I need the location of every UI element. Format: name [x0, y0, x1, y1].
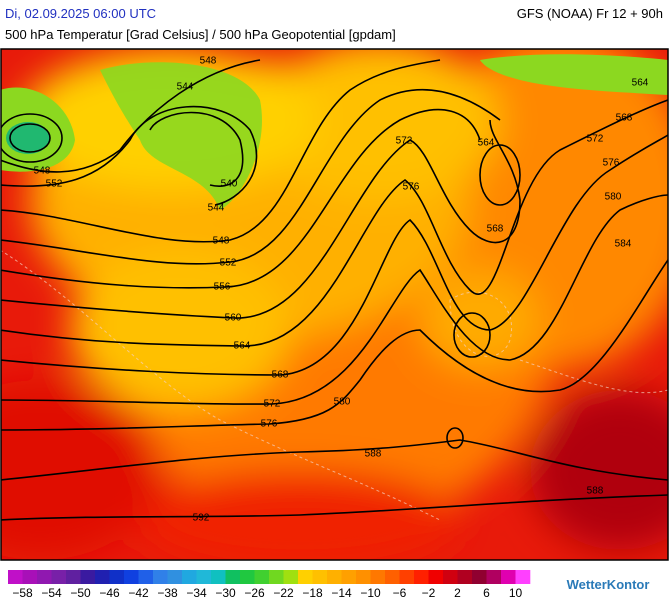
contour-label: 560 [225, 313, 242, 324]
contour-label: 572 [396, 136, 413, 147]
legend-swatch [66, 570, 81, 584]
legend-swatch [51, 570, 67, 584]
map [1, 49, 668, 560]
contour-label: 576 [403, 182, 420, 193]
legend-swatch [22, 570, 38, 584]
contour-label: 580 [605, 192, 622, 203]
color-legend: −58 −54 −50 −46 −42 −38 −34 −30 −26 −22 −18 −14 −10−… [8, 570, 531, 600]
legend-label: −34 [186, 586, 207, 600]
legend-swatch [501, 570, 516, 584]
legend-label: −18 [302, 586, 323, 600]
legend-label: −46 [99, 586, 120, 600]
date: Di, 02.09.2025 06:00 UTC [5, 6, 156, 21]
legend-swatch [385, 570, 400, 584]
legend-swatch [399, 570, 415, 584]
contour-label: 572 [587, 134, 604, 145]
legend-label: −14 [331, 586, 352, 600]
legend-swatch [269, 570, 284, 584]
legend-swatch [95, 570, 110, 584]
legend-label: −50 [70, 586, 91, 600]
legend-swatch [341, 570, 357, 584]
contour-label: 564 [478, 138, 495, 149]
legend-swatch [211, 570, 226, 584]
contour-label: 548 [213, 236, 230, 247]
contour-label: 576 [261, 419, 278, 430]
contour-label: 568 [272, 370, 289, 381]
contour-labels: 548 544 548 552 540 544 548 552 556 560 564 568 572 5… [34, 56, 649, 524]
brand: WetterKontor [567, 577, 650, 592]
legend-swatch [515, 570, 531, 584]
legend-swatch [240, 570, 255, 584]
legend-swatch [443, 570, 458, 584]
contour-label: 564 [234, 341, 251, 352]
contour-label: 568 [616, 113, 633, 124]
legend-label: 6 [483, 586, 490, 600]
legend-swatch [182, 570, 197, 584]
contour-label: 544 [177, 82, 194, 93]
contour-label: 572 [264, 399, 281, 410]
legend-swatch [327, 570, 342, 584]
legend-swatch [457, 570, 473, 584]
legend-swatch [312, 570, 328, 584]
contour-label: 552 [46, 179, 63, 190]
legend-label: −6 [393, 586, 407, 600]
contour-label: 548 [200, 56, 217, 67]
legend-label: −58 [12, 586, 33, 600]
legend-label: 2 [454, 586, 461, 600]
legend-label: −54 [41, 586, 62, 600]
legend-swatch [8, 570, 23, 584]
legend-swatch [428, 570, 444, 584]
legend-swatch [283, 570, 299, 584]
contour-label: 592 [193, 513, 210, 524]
legend-swatch [138, 570, 154, 584]
contour-label: 584 [615, 239, 632, 250]
legend-swatch [167, 570, 183, 584]
legend-swatch [370, 570, 386, 584]
contour-label: 564 [632, 78, 649, 89]
legend-label: −2 [422, 586, 436, 600]
legend-swatch [153, 570, 168, 584]
legend-label: −10 [360, 586, 381, 600]
contour-label: 580 [334, 397, 351, 408]
legend-swatch [109, 570, 125, 584]
contour-label: 576 [603, 158, 620, 169]
legend-label: −30 [215, 586, 236, 600]
legend-swatch [80, 570, 96, 584]
legend-swatch [225, 570, 241, 584]
contour-label: 540 [221, 179, 238, 190]
legend-swatch [356, 570, 371, 584]
contour-label: 548 [34, 166, 51, 177]
map-frame [0, 48, 669, 561]
legend-label: 10 [509, 586, 523, 600]
legend-swatch [254, 570, 270, 584]
contour-label: 552 [220, 258, 237, 269]
subtitle: 500 hPa Temperatur [Grad Celsius] / 500 … [5, 27, 396, 42]
legend-swatch [124, 570, 139, 584]
contour-label: 544 [208, 203, 225, 214]
legend-label: −26 [244, 586, 265, 600]
contour-label: 568 [487, 224, 504, 235]
legend-swatch [196, 570, 212, 584]
legend-label: −42 [128, 586, 149, 600]
legend-swatch [472, 570, 487, 584]
contour-label: 588 [587, 486, 604, 497]
contour-label: 588 [365, 449, 382, 460]
legend-label: −22 [273, 586, 294, 600]
contour-label: 556 [214, 282, 231, 293]
model: GFS (NOAA) Fr 12 + 90h [517, 6, 663, 21]
legend-label: −38 [157, 586, 178, 600]
legend-swatch [414, 570, 429, 584]
legend-swatch [486, 570, 502, 584]
legend-swatch [37, 570, 52, 584]
legend-swatch [298, 570, 313, 584]
